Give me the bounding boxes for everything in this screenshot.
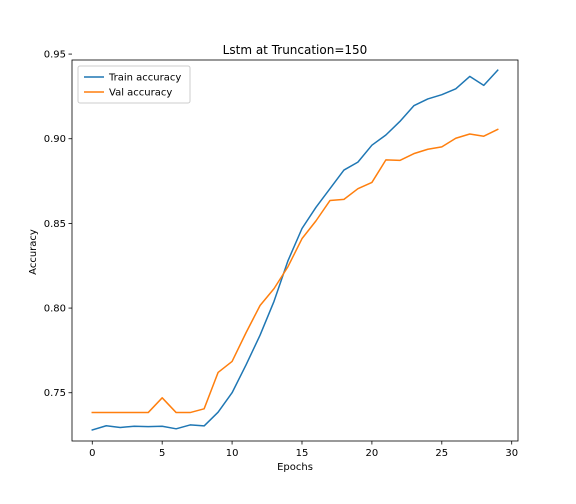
axes-frame xyxy=(71,59,519,442)
legend: Train accuracy Val accuracy xyxy=(77,65,191,104)
y-tick-label: 0.80 xyxy=(44,304,66,315)
x-axis-label: Epochs xyxy=(277,462,313,473)
chart-title: Lstm at Truncation=150 xyxy=(223,43,368,57)
x-tick-label: 30 xyxy=(505,448,518,459)
legend-box xyxy=(77,65,191,104)
series-line-val-accuracy xyxy=(91,128,499,414)
legend-label-val-accuracy: Val accuracy xyxy=(109,88,172,99)
legend-label-train-accuracy: Train accuracy xyxy=(108,73,181,84)
x-tick-label: 0 xyxy=(89,448,95,459)
x-tick-label: 10 xyxy=(226,448,239,459)
series-line-train-accuracy xyxy=(91,69,499,431)
x-tick-label: 25 xyxy=(435,448,448,459)
y-tick-label: 0.90 xyxy=(44,134,66,145)
y-tick-label: 0.95 xyxy=(44,50,66,61)
plot-area: 0 5 10 15 20 25 30 0.75 0.80 0.85 0.90 0.95 xyxy=(44,50,519,459)
y-tick-label: 0.75 xyxy=(44,388,66,399)
y-tick-label: 0.85 xyxy=(44,219,66,230)
x-tick-label: 15 xyxy=(296,448,309,459)
y-axis-label: Accuracy xyxy=(28,229,39,275)
x-tick-label: 20 xyxy=(366,448,379,459)
x-tick-label: 5 xyxy=(159,448,165,459)
